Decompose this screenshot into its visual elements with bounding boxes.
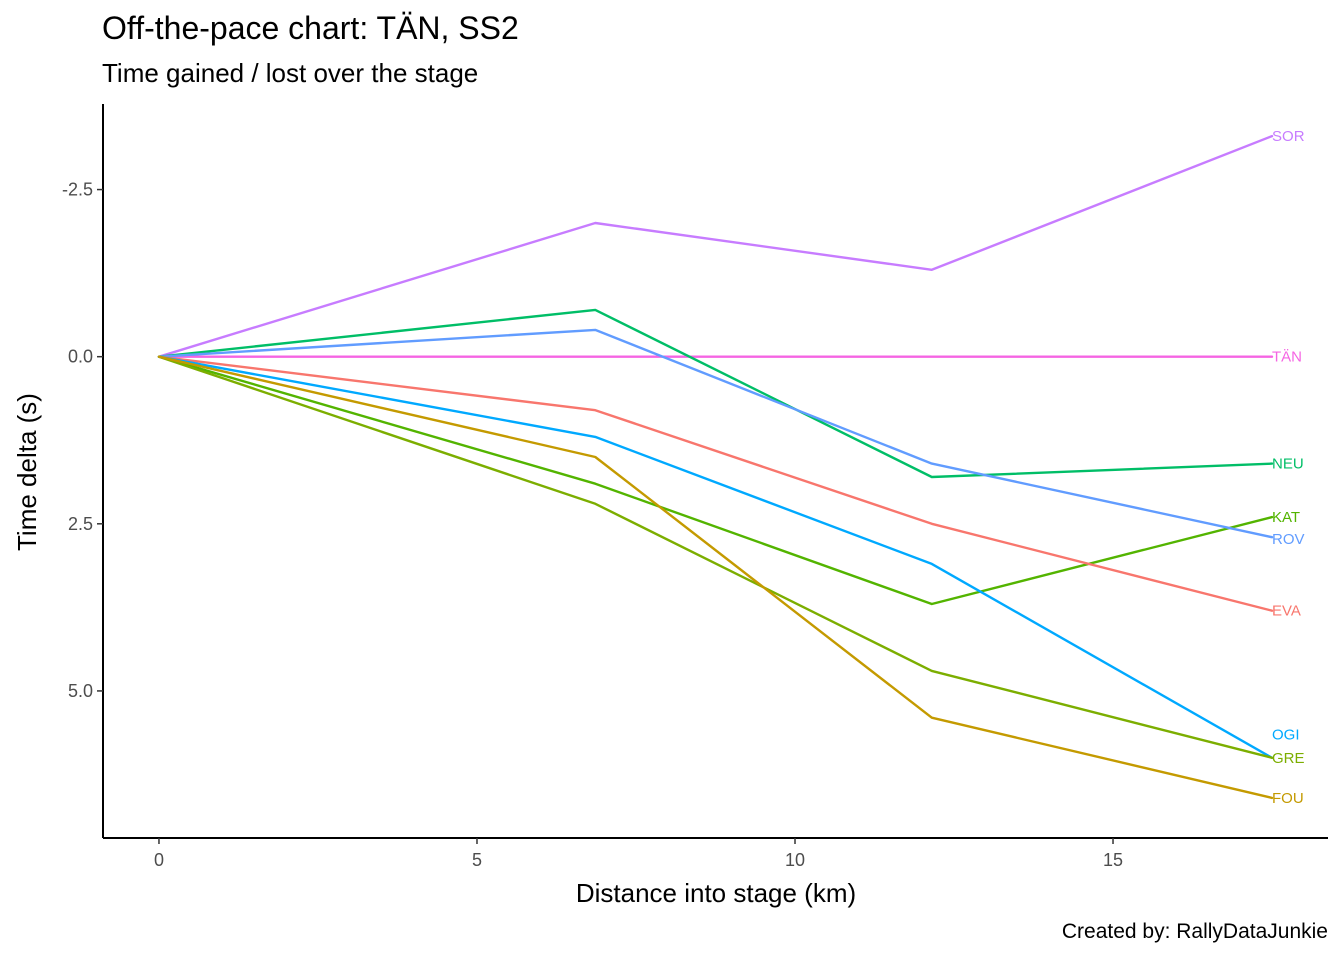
series-line-rov: [157, 328, 1274, 539]
series-labels: SOR TÄN NEU KAT ROV EVA OGI GRE FOU: [1272, 128, 1305, 807]
y-tick-label: 0.0: [68, 347, 93, 367]
series-label-kat: KAT: [1272, 509, 1300, 526]
x-tick-label: 15: [1103, 850, 1123, 870]
series-label-gre: GRE: [1272, 750, 1305, 767]
series-line-eva: [157, 355, 1274, 612]
series-lines: [157, 134, 1274, 800]
x-tick-label: 0: [154, 850, 164, 870]
series-line-gre: [157, 355, 1274, 759]
series-line-ogi: [157, 355, 1274, 759]
x-tick-label: 5: [472, 850, 482, 870]
chart-caption: Created by: RallyDataJunkie: [1061, 920, 1328, 943]
series-label-eva: EVA: [1272, 603, 1301, 620]
y-axis-title: Time delta (s): [12, 393, 42, 551]
axes: 0 5 10 15 -2.5 0.0 2.5 5.0: [62, 104, 1328, 870]
series-label-ogi: OGI: [1272, 726, 1300, 743]
series-label-tän: TÄN: [1272, 349, 1302, 366]
x-axis-title: Distance into stage (km): [576, 878, 856, 908]
x-tick-label: 10: [785, 850, 805, 870]
chart-subtitle: Time gained / lost over the stage: [102, 58, 479, 88]
series-label-sor: SOR: [1272, 128, 1305, 145]
series-line-neu: [157, 308, 1274, 479]
y-tick-label: 5.0: [68, 681, 93, 701]
y-tick-label: 2.5: [68, 514, 93, 534]
series-label-neu: NEU: [1272, 456, 1304, 473]
series-line-sor: [157, 134, 1274, 358]
y-tick-label: -2.5: [62, 180, 93, 200]
series-line-fou: [157, 355, 1274, 800]
series-label-fou: FOU: [1272, 790, 1304, 807]
series-label-rov: ROV: [1272, 531, 1305, 548]
series-line-kat: [157, 355, 1274, 606]
chart-title: Off-the-pace chart: TÄN, SS2: [102, 10, 519, 46]
